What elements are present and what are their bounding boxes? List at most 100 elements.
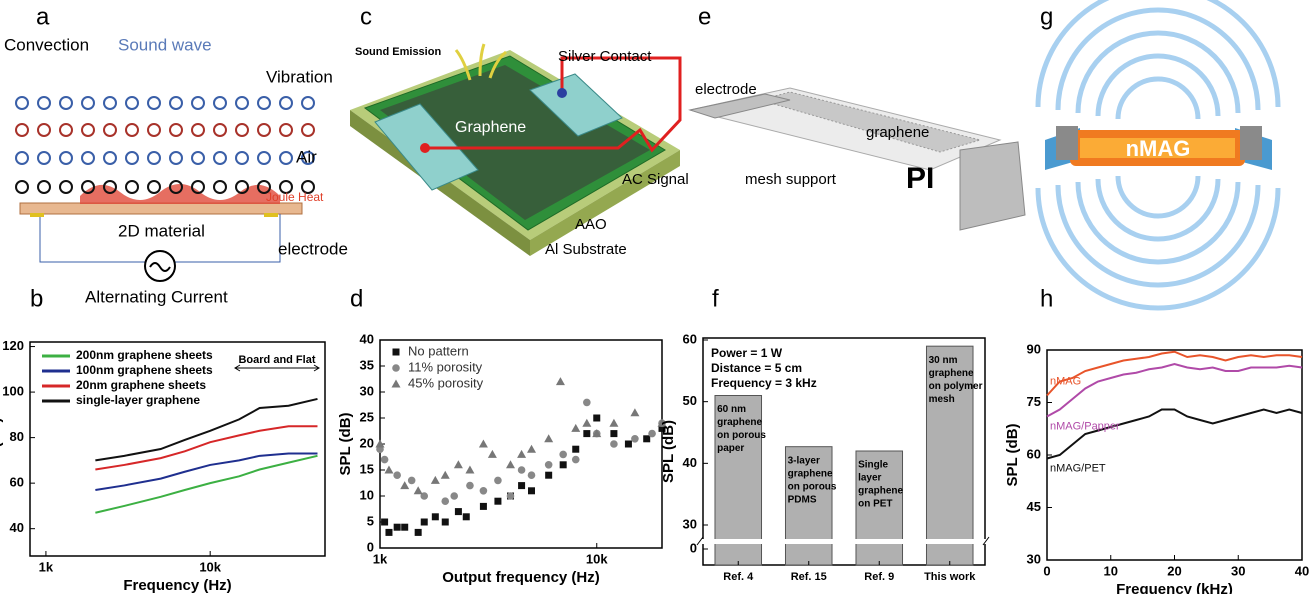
bar-label: 30 nm — [929, 355, 958, 366]
point — [421, 519, 428, 526]
air-molecule — [214, 97, 226, 109]
x-tick-label: 20 — [1167, 563, 1181, 578]
air-molecule — [126, 181, 138, 193]
point — [545, 472, 552, 479]
contact-point — [557, 88, 567, 98]
point — [384, 466, 393, 474]
point — [488, 450, 497, 458]
air-molecule — [258, 152, 270, 164]
x-tick-label: 1k — [39, 559, 54, 574]
point — [393, 471, 401, 479]
point — [506, 460, 515, 468]
air-molecule — [16, 181, 28, 193]
air-molecule — [60, 97, 72, 109]
clamp — [1240, 126, 1262, 160]
y-tick-label: 120 — [2, 338, 24, 353]
point — [442, 519, 449, 526]
bar-label: mesh — [929, 394, 955, 405]
y-tick-label: 40 — [10, 520, 24, 535]
air-molecule — [104, 124, 116, 136]
bar-label: layer — [858, 473, 881, 484]
point — [431, 476, 440, 484]
condition: Frequency = 3 kHz — [711, 376, 817, 390]
air-molecule — [60, 152, 72, 164]
air-molecule — [170, 97, 182, 109]
air-molecule — [148, 181, 160, 193]
legend-label: No pattern — [408, 343, 469, 358]
legend-marker — [392, 380, 401, 388]
label: Joule Heat — [266, 190, 324, 204]
air-molecule — [38, 181, 50, 193]
point — [528, 487, 535, 494]
point — [415, 529, 422, 536]
air-molecule — [60, 181, 72, 193]
air-molecule — [214, 181, 226, 193]
point — [643, 435, 650, 442]
point — [609, 419, 618, 427]
point — [480, 503, 487, 510]
y-tick-label: 40 — [683, 455, 697, 470]
panel-e: e electrode graphene mesh support PI — [690, 3, 1025, 230]
material-strip — [20, 203, 302, 214]
legend-label: single-layer graphene — [76, 393, 200, 407]
label: Al Substrate — [545, 241, 627, 258]
point — [450, 492, 458, 500]
condition: Power = 1 W — [711, 346, 783, 360]
label: Convection — [4, 35, 89, 54]
x-tick-label: 1k — [373, 551, 388, 566]
y-axis-label: SPL (dB) — [0, 417, 4, 480]
bar-label: 3-layer — [788, 455, 820, 466]
electrode-pad — [264, 213, 278, 217]
label: graphene — [866, 124, 929, 141]
label: Vibration — [266, 67, 333, 86]
air-molecule — [236, 97, 248, 109]
air-molecule — [258, 97, 270, 109]
page: a Convection Sound wave Vibration Air Jo… — [0, 0, 1309, 594]
annotation: Board and Flat — [238, 354, 315, 366]
bar-label: PDMS — [788, 494, 817, 505]
x-axis-label: Frequency (kHz) — [1116, 581, 1233, 594]
point — [545, 461, 553, 469]
y-tick-label: 100 — [2, 384, 24, 399]
air-molecule — [280, 124, 292, 136]
legend-marker — [392, 364, 400, 372]
point — [480, 487, 488, 495]
bar-label: graphene — [929, 368, 974, 379]
figure: a Convection Sound wave Vibration Air Jo… — [0, 0, 1309, 594]
y-tick-label: 60 — [683, 331, 697, 346]
air-molecule — [302, 97, 314, 109]
wave-arc — [1098, 56, 1218, 116]
wave-arc — [1098, 179, 1218, 239]
y-tick-label: 50 — [683, 393, 697, 408]
legend-label: 20nm graphene sheets — [76, 378, 206, 392]
point — [556, 377, 565, 385]
point — [494, 498, 501, 505]
air-molecules — [16, 97, 314, 193]
air-molecule — [104, 97, 116, 109]
air-molecule — [192, 152, 204, 164]
electrode-pad — [30, 213, 44, 217]
point — [631, 435, 639, 443]
bar-label: on PET — [858, 499, 892, 510]
air-molecule — [16, 152, 28, 164]
bar-label: paper — [717, 443, 744, 454]
bar-label: 60 nm — [717, 404, 746, 415]
y-tick-label: 10 — [360, 487, 374, 502]
panel-label: f — [712, 285, 719, 312]
panel-label: b — [30, 285, 43, 312]
contact-point — [420, 143, 430, 153]
point — [466, 482, 474, 490]
point — [465, 466, 474, 474]
air-molecule — [82, 97, 94, 109]
plot-frame — [1047, 350, 1302, 560]
ac-symbol — [150, 263, 170, 271]
air-molecule — [148, 97, 160, 109]
label: Air — [296, 147, 317, 166]
condition: Distance = 5 cm — [711, 361, 802, 375]
y-tick-label: 40 — [360, 331, 374, 346]
point — [454, 460, 463, 468]
point — [385, 529, 392, 536]
air-molecule — [38, 97, 50, 109]
label: AAO — [575, 216, 607, 233]
point — [494, 477, 502, 485]
